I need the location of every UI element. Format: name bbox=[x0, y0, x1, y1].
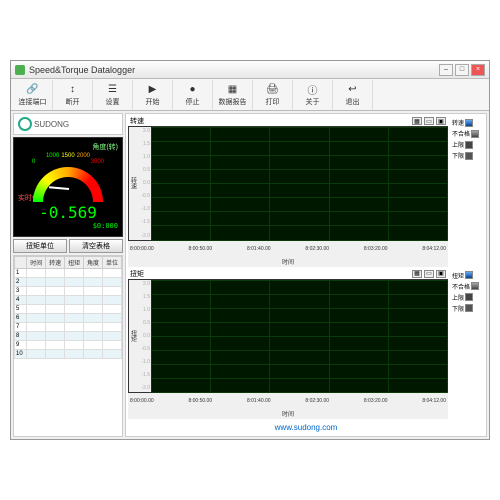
toolbar-icon: ☰ bbox=[106, 83, 120, 97]
table-row[interactable]: 10 bbox=[15, 350, 122, 359]
table-row[interactable]: 8 bbox=[15, 332, 122, 341]
window-title: Speed&Torque Datalogger bbox=[29, 65, 135, 75]
table-row[interactable]: 7 bbox=[15, 323, 122, 332]
legend-swatch bbox=[471, 282, 479, 290]
toolbar-icon: ● bbox=[186, 83, 200, 97]
legend-swatch bbox=[465, 293, 473, 301]
toolbar-2[interactable]: ☰设置 bbox=[93, 80, 133, 110]
toolbar-1[interactable]: ↕断开 bbox=[53, 80, 93, 110]
table-row[interactable]: 4 bbox=[15, 296, 122, 305]
table-row[interactable]: 1 bbox=[15, 269, 122, 278]
legend-item: 转速 bbox=[452, 118, 482, 127]
minimize-button[interactable]: – bbox=[439, 64, 453, 76]
app-window: Speed&Torque Datalogger – □ × 🔗连接端口↕断开☰设… bbox=[10, 60, 490, 440]
toolbar-0[interactable]: 🔗连接端口 bbox=[13, 80, 53, 110]
gauge-arc bbox=[18, 167, 118, 189]
toolbar-icon: ▶ bbox=[146, 83, 160, 97]
spiral-icon bbox=[18, 117, 32, 131]
torque-unit-button[interactable]: 扭矩单位 bbox=[13, 239, 67, 253]
legend-item: 不合格 bbox=[452, 282, 482, 291]
toolbar-icon: ⓘ bbox=[306, 83, 320, 97]
chart-plot[interactable]: 扭矩2.01.51.00.50.0-0.5-1.0-1.5-2.0 bbox=[128, 279, 448, 394]
clear-table-button[interactable]: 清空表格 bbox=[69, 239, 123, 253]
chart-legend: 转速不合格上限下限 bbox=[450, 116, 484, 267]
chart-fit-button[interactable]: ▣ bbox=[436, 270, 446, 278]
chart-title: 转速 bbox=[130, 116, 144, 126]
legend-item: 上限 bbox=[452, 293, 482, 302]
chart-fit-button[interactable]: ▣ bbox=[436, 117, 446, 125]
table-row[interactable]: 2 bbox=[15, 278, 122, 287]
toolbar-icon: 🖨 bbox=[266, 83, 280, 97]
legend-swatch bbox=[465, 119, 473, 127]
table-row[interactable]: 3 bbox=[15, 287, 122, 296]
toolbar: 🔗连接端口↕断开☰设置▶开始●停止▦数据报告🖨打印ⓘ关于↩退出 bbox=[11, 79, 489, 111]
gauge-panel: 角度(转) 100015002000 03000 实时传输 -0.569 $0:… bbox=[13, 137, 123, 237]
chart-zoom-button[interactable]: ▦ bbox=[412, 270, 422, 278]
legend-item: 下限 bbox=[452, 304, 482, 313]
toolbar-6[interactable]: 🖨打印 bbox=[253, 80, 293, 110]
brand-text: SUDONG bbox=[34, 120, 69, 129]
chart-zoom-button[interactable]: ▦ bbox=[412, 117, 422, 125]
brand-logo: SUDONG bbox=[13, 113, 123, 135]
toolbar-5[interactable]: ▦数据报告 bbox=[213, 80, 253, 110]
footer-link[interactable]: www.sudong.com bbox=[275, 423, 338, 432]
toolbar-icon: ↩ bbox=[346, 83, 360, 97]
legend-swatch bbox=[465, 271, 473, 279]
table-row[interactable]: 9 bbox=[15, 341, 122, 350]
legend-item: 下限 bbox=[452, 151, 482, 160]
gauge-value: -0.569 bbox=[18, 203, 118, 222]
toolbar-7[interactable]: ⓘ关于 bbox=[293, 80, 333, 110]
app-icon bbox=[15, 65, 25, 75]
chart-title: 扭矩 bbox=[130, 269, 144, 279]
chart-pan-button[interactable]: ▭ bbox=[424, 117, 434, 125]
legend-item: 上限 bbox=[452, 140, 482, 149]
chart-legend: 扭矩不合格上限下限 bbox=[450, 269, 484, 420]
legend-swatch bbox=[465, 304, 473, 312]
maximize-button[interactable]: □ bbox=[455, 64, 469, 76]
legend-swatch bbox=[465, 141, 473, 149]
close-button[interactable]: × bbox=[471, 64, 485, 76]
toolbar-icon: 🔗 bbox=[26, 83, 40, 97]
legend-swatch bbox=[465, 152, 473, 160]
toolbar-3[interactable]: ▶开始 bbox=[133, 80, 173, 110]
legend-swatch bbox=[471, 130, 479, 138]
toolbar-4[interactable]: ●停止 bbox=[173, 80, 213, 110]
table-row[interactable]: 5 bbox=[15, 305, 122, 314]
table-row[interactable]: 6 bbox=[15, 314, 122, 323]
toolbar-icon: ▦ bbox=[226, 83, 240, 97]
toolbar-icon: ↕ bbox=[66, 83, 80, 97]
gauge-title: 角度(转) bbox=[18, 142, 118, 152]
legend-item: 不合格 bbox=[452, 129, 482, 138]
chart-pan-button[interactable]: ▭ bbox=[424, 270, 434, 278]
titlebar: Speed&Torque Datalogger – □ × bbox=[11, 61, 489, 79]
data-table: 时间转速扭矩角度单位12345678910 bbox=[13, 255, 123, 437]
legend-item: 扭矩 bbox=[452, 271, 482, 280]
chart-plot[interactable]: 转速2.01.51.00.50.0-0.5-1.0-1.5-2.0 bbox=[128, 126, 448, 241]
gauge-time: $0:000 bbox=[18, 222, 118, 230]
toolbar-8[interactable]: ↩退出 bbox=[333, 80, 373, 110]
